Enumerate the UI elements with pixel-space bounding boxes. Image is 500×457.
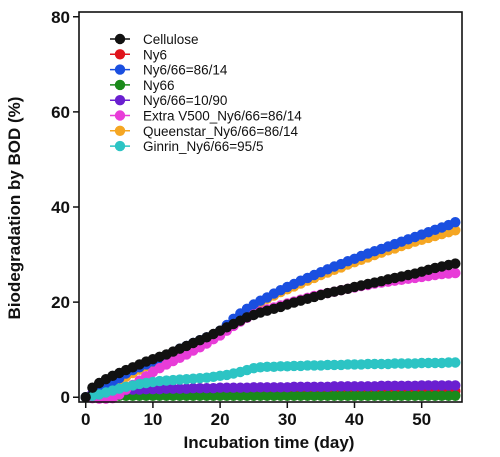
y-axis-title: Biodegradation by BOD (%)	[5, 97, 24, 320]
axes-layer: 0 10 20 30 40 50 0 20 40 60 80	[51, 8, 463, 429]
y-tick-label: 0	[61, 388, 70, 407]
y-tick-label: 40	[51, 198, 70, 217]
x-tick-label: 20	[211, 410, 230, 429]
x-tick-label: 30	[278, 410, 297, 429]
legend-label: Ny6/66=10/90	[143, 93, 227, 108]
data-point	[450, 357, 461, 368]
legend-marker	[114, 64, 126, 75]
data-point	[450, 390, 461, 401]
x-tick-label: 0	[81, 410, 90, 429]
legend-item: Queenstar_Ny6/66=86/14	[110, 124, 298, 139]
legend-item: Ny6/66=86/14	[110, 63, 228, 78]
series-cellulose	[80, 258, 461, 403]
plot-frame	[78, 11, 463, 403]
legend: CelluloseNy6Ny6/66=86/14Ny66Ny6/66=10/90…	[110, 32, 302, 154]
x-tick-label: 40	[345, 410, 364, 429]
legend-item: Ny6	[110, 47, 167, 62]
legend-item: Ginrin_Ny6/66=95/5	[110, 139, 263, 154]
legend-marker	[114, 110, 126, 121]
legend-marker	[114, 49, 126, 60]
legend-label: Ny66	[143, 78, 175, 93]
legend-label: Queenstar_Ny6/66=86/14	[143, 124, 298, 139]
legend-label: Cellulose	[143, 32, 199, 47]
legend-marker	[114, 33, 126, 45]
y-tick-label: 20	[51, 293, 70, 312]
data-point	[80, 392, 91, 403]
data-point	[450, 258, 461, 269]
data-point	[450, 217, 461, 228]
legend-marker	[114, 79, 126, 91]
legend-label: Ny6	[143, 47, 167, 62]
y-tick-label: 60	[51, 103, 70, 122]
legend-label: Ginrin_Ny6/66=95/5	[143, 139, 263, 154]
series-layer	[80, 217, 461, 404]
legend-marker	[114, 95, 126, 106]
legend-item: Ny66	[110, 78, 175, 93]
y-tick-label: 80	[51, 8, 70, 27]
legend-label: Ny6/66=86/14	[143, 63, 228, 78]
series-ginrin-ny6-66-95-5	[80, 357, 461, 403]
legend-item: Extra V500_Ny6/66=86/14	[110, 109, 302, 124]
x-tick-label: 10	[143, 410, 162, 429]
legend-item: Ny6/66=10/90	[110, 93, 227, 108]
x-tick-label: 50	[412, 410, 431, 429]
legend-marker	[114, 140, 126, 152]
data-point	[450, 267, 461, 279]
legend-label: Extra V500_Ny6/66=86/14	[143, 109, 302, 124]
legend-item: Cellulose	[110, 32, 199, 47]
x-axis-title: Incubation time (day)	[184, 433, 355, 452]
legend-marker	[114, 125, 126, 136]
data-point	[450, 380, 461, 391]
